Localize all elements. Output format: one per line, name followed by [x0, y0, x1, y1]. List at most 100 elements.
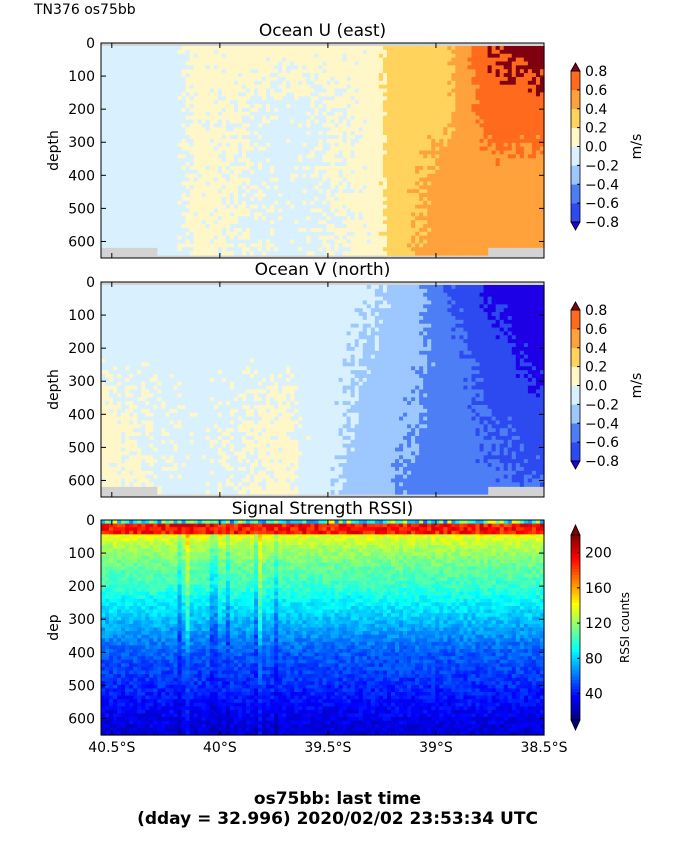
heatmap-cell — [463, 57, 469, 63]
heatmap-cell — [157, 231, 163, 237]
heatmap-cell — [370, 189, 376, 194]
heatmap-cell — [270, 123, 275, 128]
heatmap-cell — [334, 76, 340, 82]
heatmap-cell — [129, 162, 134, 167]
heatmap-cell — [390, 231, 396, 237]
heatmap-cell — [201, 235, 207, 241]
heatmap-cell — [173, 100, 179, 105]
heatmap-cell — [435, 154, 440, 159]
heatmap-cell — [113, 69, 118, 74]
heatmap-cell — [419, 119, 424, 125]
heatmap-cell — [362, 185, 368, 190]
heatmap-cell — [254, 131, 259, 136]
heatmap-cell — [237, 92, 243, 97]
heatmap-cell — [459, 243, 465, 248]
heatmap-cell — [169, 189, 175, 194]
heatmap-cell — [451, 76, 456, 82]
heatmap-cell — [342, 200, 348, 206]
heatmap-cell — [193, 57, 199, 63]
heatmap-cell — [459, 115, 465, 121]
heatmap-cell — [201, 46, 207, 51]
heatmap-cell — [205, 104, 211, 109]
heatmap-cell — [205, 142, 211, 148]
heatmap-cell — [338, 119, 344, 125]
heatmap-cell — [399, 92, 404, 97]
heatmap-cell — [463, 251, 469, 256]
heatmap-cell — [403, 104, 408, 109]
heatmap-cell — [399, 104, 404, 109]
heatmap-cell — [217, 154, 223, 159]
heatmap-cell — [101, 243, 106, 248]
heatmap-cell — [173, 150, 179, 155]
heatmap-cell — [258, 123, 263, 128]
heatmap-cell — [350, 146, 356, 152]
heatmap-cell — [229, 111, 235, 117]
heatmap-cell — [415, 158, 420, 163]
heatmap-cell — [378, 220, 384, 225]
heatmap-cell — [415, 220, 420, 225]
heatmap-cell — [217, 224, 223, 229]
heatmap-cell — [173, 204, 179, 210]
heatmap-cell — [342, 92, 348, 97]
heatmap-cell — [278, 127, 283, 132]
heatmap-cell — [306, 154, 312, 159]
heatmap-cell — [467, 243, 473, 248]
heatmap-cell — [403, 154, 408, 159]
heatmap-cell — [427, 212, 432, 217]
heatmap-cell — [133, 142, 138, 148]
heatmap-cell — [105, 46, 110, 51]
heatmap-cell — [165, 127, 171, 132]
heatmap-cell — [233, 46, 239, 51]
heatmap-cell — [137, 84, 142, 90]
heatmap-cell — [169, 61, 175, 66]
heatmap-cell — [225, 208, 231, 214]
heatmap-cell — [431, 61, 436, 66]
heatmap-cell — [378, 107, 384, 113]
heatmap-cell — [169, 150, 175, 155]
heatmap-cell — [250, 177, 255, 183]
heatmap-cell — [403, 123, 408, 128]
heatmap-cell — [298, 212, 303, 217]
heatmap-cell — [197, 104, 203, 109]
heatmap-cell — [113, 243, 118, 248]
heatmap-cell — [141, 181, 146, 186]
heatmap-cell — [254, 181, 259, 186]
heatmap-cell — [310, 189, 316, 194]
heatmap-cell — [342, 84, 348, 90]
heatmap-cell — [258, 146, 263, 152]
heatmap-cell — [399, 208, 404, 214]
heatmap-cell — [290, 212, 295, 217]
heatmap-cell — [322, 165, 328, 171]
heatmap-cell — [358, 138, 364, 144]
heatmap-cell — [294, 138, 299, 144]
heatmap-cell — [229, 127, 235, 132]
heatmap-cell — [427, 165, 432, 171]
heatmap-cell — [447, 76, 452, 82]
heatmap-cell — [346, 231, 352, 237]
heatmap-cell — [318, 123, 324, 128]
heatmap-cell — [282, 146, 287, 152]
heatmap-cell — [286, 69, 291, 74]
heatmap-cell — [354, 96, 360, 101]
heatmap-cell — [113, 204, 118, 210]
heatmap-cell — [254, 150, 259, 155]
heatmap-cell — [274, 100, 279, 105]
heatmap-cell — [314, 88, 320, 94]
heatmap-cell — [342, 216, 348, 221]
heatmap-cell — [254, 111, 259, 117]
heatmap-cell — [229, 227, 235, 233]
heatmap-cell — [197, 224, 203, 229]
heatmap-cell — [435, 220, 440, 225]
heatmap-cell — [245, 162, 251, 167]
heatmap-cell — [274, 131, 279, 136]
heatmap-cell — [463, 138, 469, 144]
heatmap-cell — [225, 196, 231, 202]
heatmap-cell — [427, 104, 432, 109]
heatmap-cell — [117, 73, 122, 78]
heatmap-cell — [318, 231, 324, 237]
heatmap-cell — [153, 92, 158, 97]
heatmap-cell — [322, 216, 328, 221]
heatmap-cell — [314, 154, 320, 159]
heatmap-cell — [109, 243, 114, 248]
heatmap-cell — [459, 104, 465, 109]
